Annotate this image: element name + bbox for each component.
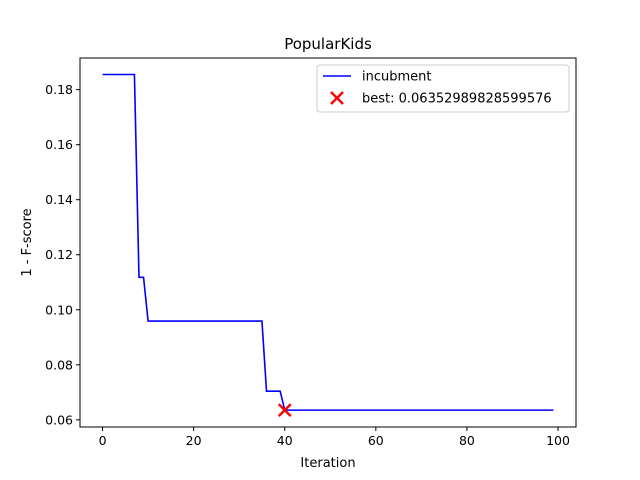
legend: incubment best: 0.06352989828599576	[316, 64, 570, 113]
legend-label-incumbent: incubment	[362, 70, 432, 85]
y-tick-label: 0.12	[45, 247, 73, 262]
y-tick-label: 0.06	[45, 412, 73, 427]
chart-title: PopularKids	[284, 35, 372, 53]
x-tick-label: 60	[368, 433, 384, 448]
y-tick-label: 0.16	[45, 137, 73, 152]
series-line-0	[102, 73, 554, 411]
axes-frame	[79, 57, 577, 428]
legend-x-stroke-b	[330, 91, 344, 105]
x-tick-label: 40	[277, 433, 293, 448]
x-axis-label: Iteration	[300, 456, 355, 471]
plot-area: 0 20 40 60 80 100 0.06 0.08 0.10 0.12 0.14 0.16 0.18	[45, 57, 577, 448]
best-marker-stroke-b	[277, 403, 292, 417]
y-tick-label: 0.14	[45, 192, 73, 207]
x-tick-label: 0	[99, 433, 107, 448]
legend-box	[316, 64, 570, 113]
y-tick-label: 0.08	[45, 357, 73, 372]
legend-swatch-best	[330, 91, 344, 105]
legend-label-best: best: 0.06352989828599576	[362, 92, 552, 107]
x-tick-label: 100	[546, 433, 570, 448]
x-tick-label: 80	[459, 433, 475, 448]
best-marker	[277, 403, 292, 417]
y-axis-label: 1 - F-score	[20, 208, 35, 276]
y-tick-label: 0.10	[45, 302, 73, 317]
x-tick-label: 20	[186, 433, 202, 448]
y-tick-label: 0.18	[45, 82, 73, 97]
